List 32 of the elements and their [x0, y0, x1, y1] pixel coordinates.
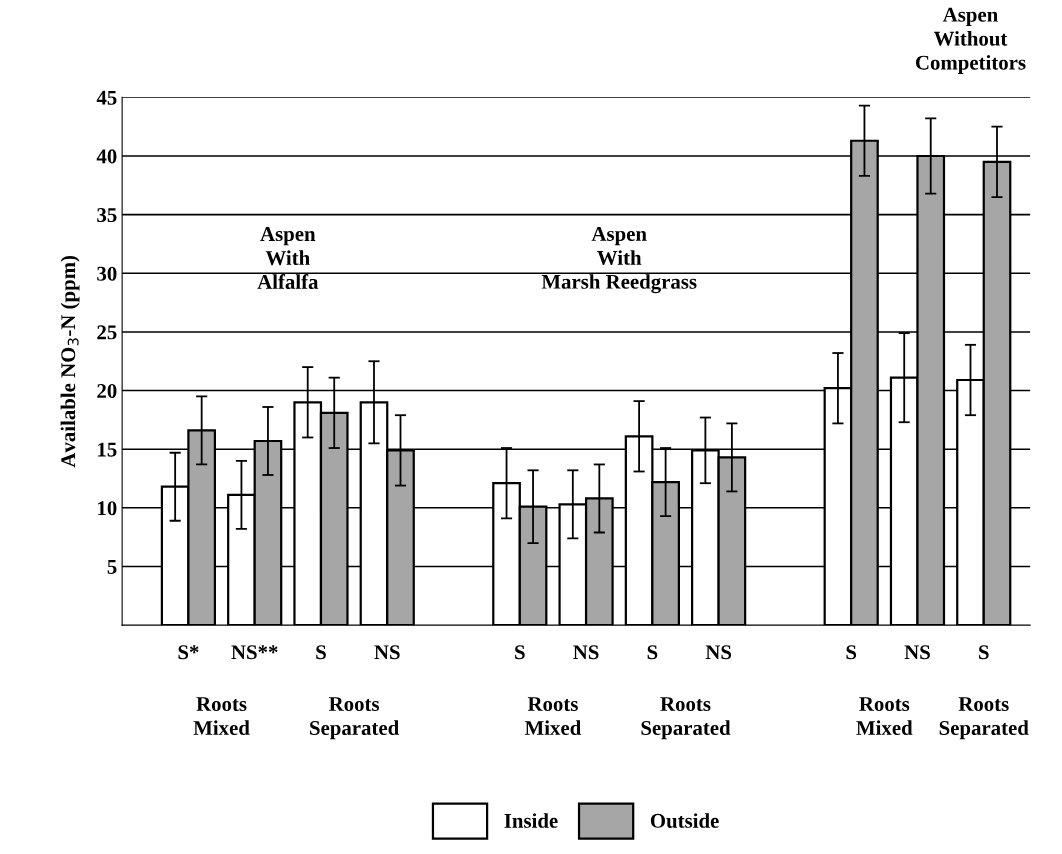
- y-tick-label: 45: [96, 90, 117, 105]
- x-tick-label: NS**: [231, 645, 278, 660]
- y-axis-title: Available NO$_{3}$-N (ppm): [60, 255, 80, 468]
- text: Roots Mixed: [856, 697, 913, 735]
- text: Roots Mixed: [193, 697, 250, 735]
- x-tick-label: S*: [178, 645, 199, 660]
- x-tick-label: S: [515, 645, 525, 660]
- text: Aspen Without Competitors: [915, 7, 1026, 74]
- y-tick-label: 35: [97, 208, 117, 223]
- x-tick-label: S: [316, 645, 326, 660]
- y-tick-label: 20: [97, 383, 117, 398]
- y-tick-label: 25: [97, 325, 117, 340]
- y-tick-label: 10: [98, 501, 117, 516]
- text: Roots Separated: [939, 697, 1029, 740]
- x-tick-label: NS: [705, 645, 732, 660]
- text: Roots Separated: [310, 697, 400, 740]
- annotation: Aspen With Marsh Reedgrass: [541, 226, 697, 294]
- x-tick-label: NS: [573, 645, 599, 660]
- y-tick-label: 30: [97, 266, 117, 281]
- y-tick-label: 40: [96, 149, 117, 164]
- y-tick-label: 5: [107, 560, 117, 574]
- x-tick-label: S: [979, 645, 989, 660]
- x-tick-label: S: [647, 645, 658, 660]
- legend-label: Outside: [650, 813, 719, 828]
- y-tick-label: 15: [98, 442, 117, 457]
- legend-label: Inside: [504, 813, 558, 828]
- x-tick-label: NS: [904, 645, 930, 660]
- text: Roots Mixed: [524, 697, 582, 735]
- annotation: Aspen With Alfalfa: [257, 227, 319, 289]
- x-tick-label: S: [846, 645, 857, 660]
- text: Roots Separated: [641, 697, 731, 740]
- x-tick-label: NS: [374, 645, 400, 660]
